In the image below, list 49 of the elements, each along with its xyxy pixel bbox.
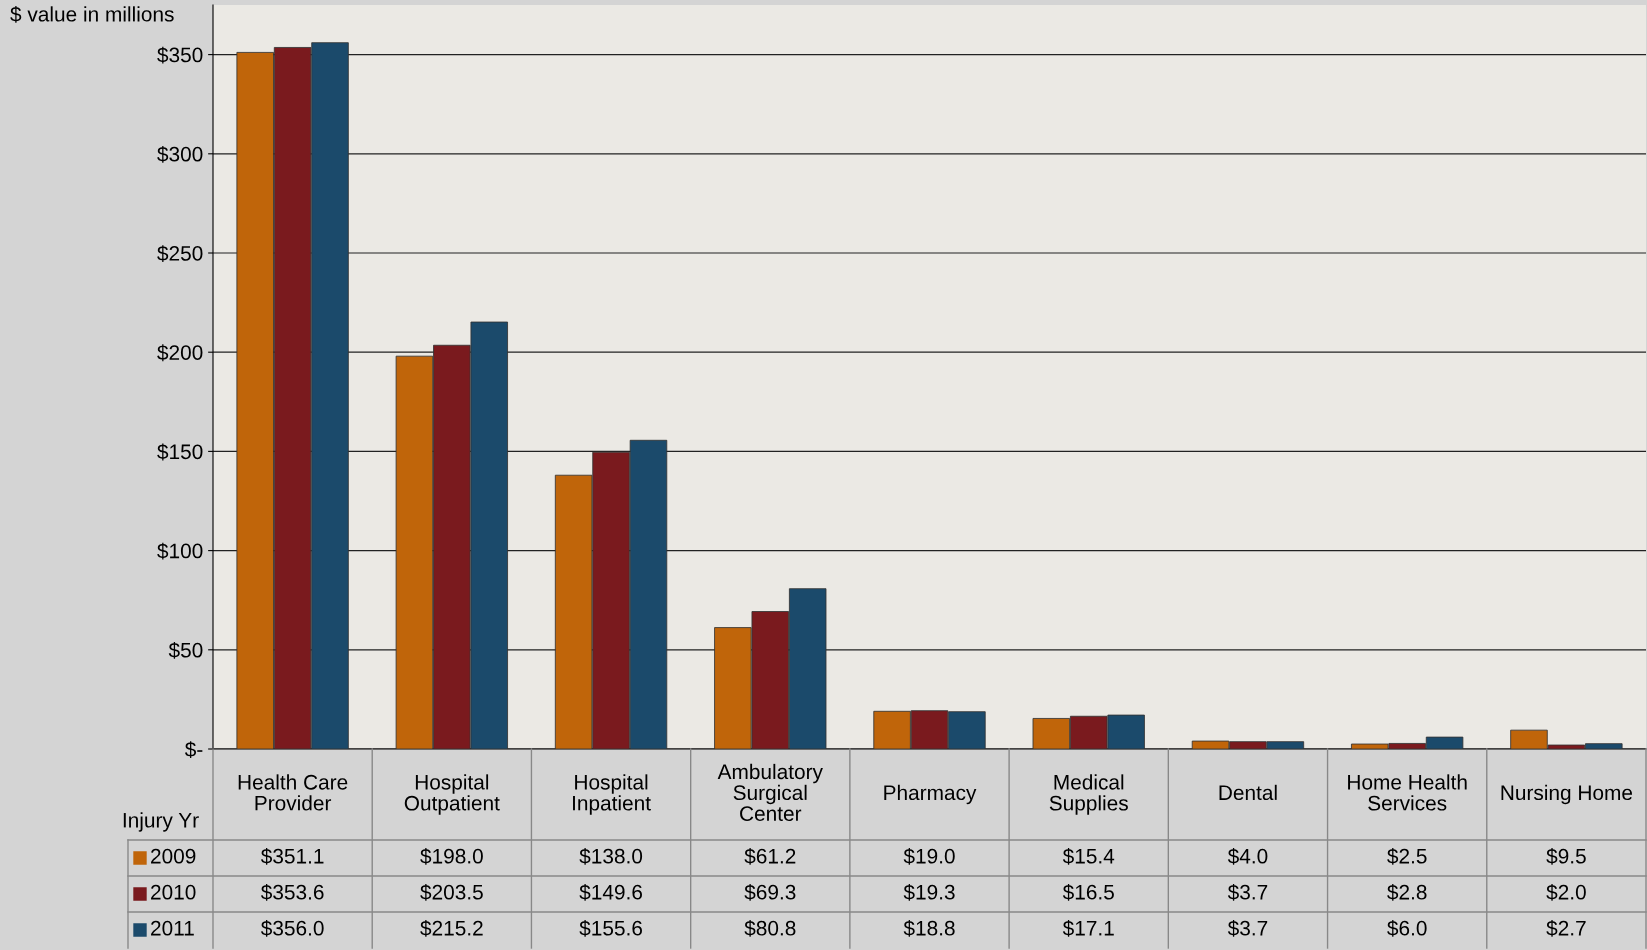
data-label: $353.6 [260,883,324,901]
data-label: $69.3 [744,883,796,901]
data-label: $61.2 [744,847,796,865]
data-label: $203.5 [420,883,483,901]
data-label: $215.2 [420,919,483,937]
y-tick-label: $50 [168,641,203,659]
legend-title: Injury Yr [123,812,199,832]
data-label: $17.1 [1062,919,1114,937]
y-tick-label: $350 [157,46,203,64]
data-label: $80.8 [744,919,796,937]
data-label: $149.6 [579,883,642,901]
data-label: $138.0 [579,847,643,865]
x-tick-label: Hospital Inpatient [573,774,651,815]
x-tick-label: Ambulatory Surgical Center [717,763,823,822]
data-label: $6.0 [1387,919,1427,937]
x-tick-label: Medical Supplies [1049,774,1128,815]
data-label: $4.0 [1227,847,1268,865]
x-tick-label: Hospital Outpatient [404,774,500,815]
data-label: $3.7 [1227,883,1268,901]
data-label: $16.5 [1062,883,1114,901]
y-tick-label: $150 [157,443,203,461]
data-label: $155.6 [579,919,642,937]
legend-label: 2011 [151,920,194,936]
data-label: $18.8 [903,919,955,937]
data-label: $9.5 [1546,847,1586,865]
x-tick-label: Pharmacy [884,784,977,805]
data-label: $2.0 [1546,883,1586,901]
legend-label: 2009 [151,848,196,864]
data-label: $15.4 [1062,847,1115,865]
data-label: $2.7 [1546,919,1586,937]
data-label: $356.0 [260,919,324,937]
legend-label: 2010 [151,884,196,900]
y-tick-label: $- [184,741,203,758]
data-label: $198.0 [420,847,483,865]
y-tick-label: $200 [157,344,203,362]
data-label: $2.5 [1387,847,1427,865]
x-tick-label: Home Health Services [1348,774,1467,811]
data-label: $2.8 [1387,883,1427,901]
x-tick-label: Dental [1219,784,1277,801]
x-tick-label: Nursing Home [1501,784,1633,805]
data-label: $19.0 [903,847,955,865]
data-label: $19.3 [903,883,955,901]
data-label: $351.1 [260,847,324,865]
y-tick-label: $100 [157,542,203,560]
y-axis-title: $ value in millions [10,5,174,23]
data-label: $3.7 [1227,919,1268,937]
y-tick-label: $250 [157,245,203,262]
y-tick-label: $300 [157,145,203,163]
x-tick-label: Health Care Provider [238,774,348,811]
